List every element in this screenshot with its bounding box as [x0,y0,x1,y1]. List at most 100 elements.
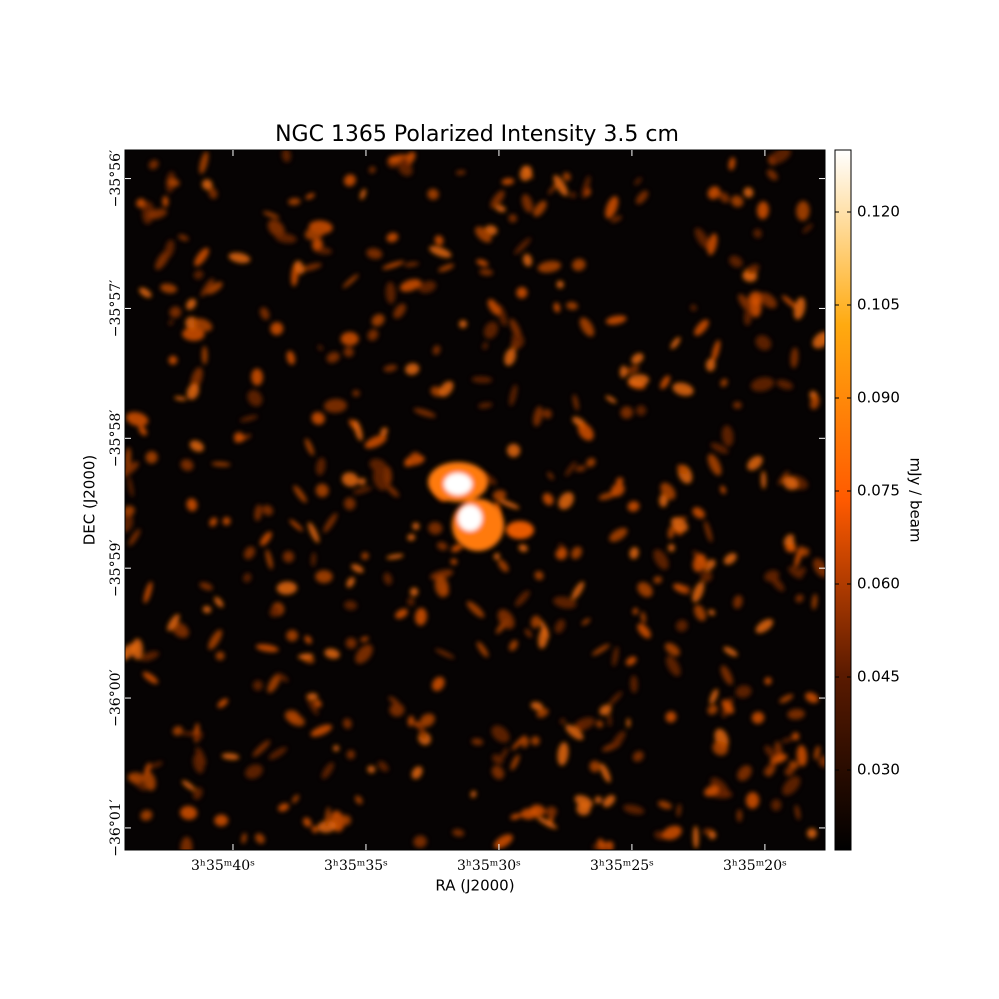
noise-blob [707,704,718,715]
noise-blob [407,597,415,606]
noise-blob [326,352,340,363]
noise-blob [707,233,718,256]
noise-blob [452,829,465,837]
noise-blob [168,319,174,326]
noise-blob [169,306,182,318]
noise-blob [664,642,680,656]
noise-blob [802,223,813,234]
noise-blob [547,472,554,480]
noise-blob [542,409,552,419]
noise-blob [208,629,223,650]
noise-blob [500,747,509,760]
noise-blob [386,484,400,498]
noise-blob [794,545,803,568]
noise-blob [704,785,719,797]
noise-blob [755,335,772,351]
noise-blob [470,790,477,798]
noise-blob [265,549,273,570]
noise-blob [182,327,205,341]
noise-blob [136,198,146,208]
noise-blob [558,492,574,510]
noise-blob [627,501,640,512]
colorbar-tick-label: 0.045 [857,668,900,686]
noise-blob [723,553,737,565]
noise-blob [705,358,716,372]
noise-blob [361,552,369,560]
noise-blob [704,559,716,571]
noise-blob [355,644,373,664]
noise-blob [385,281,396,304]
noise-blob [343,346,354,358]
noise-blob [286,629,298,642]
y-tick-label: −36°01′ [108,799,124,857]
noise-blob [430,386,443,397]
noise-blob [571,581,585,600]
noise-blob [369,458,388,473]
x-tick-label: 3ʰ35ᵐ35ˢ [324,858,388,874]
noise-blob [194,733,202,741]
noise-blob [629,547,639,560]
noise-blob [276,673,289,682]
noise-blob [504,348,516,366]
noise-blob [284,710,300,723]
noise-blob [640,611,646,624]
noise-blob [511,332,525,348]
noise-blob [781,295,797,309]
noise-blob [771,799,782,811]
noise-blob [712,740,728,756]
noise-blob [692,825,699,849]
noise-blob [721,425,734,447]
noise-blob [377,761,389,772]
noise-blob [745,792,760,809]
noise-blob [281,150,291,163]
noise-blob [721,699,735,714]
central-source [428,462,534,551]
noise-blob [495,205,506,213]
noise-blob [707,453,722,476]
noise-blob [510,813,522,820]
noise-blob [592,844,613,850]
noise-blob [676,803,682,817]
noise-blob [700,570,713,583]
noise-blob [492,489,507,501]
noise-blob [720,665,733,685]
noise-blob [435,648,455,659]
noise-blob [514,237,531,255]
noise-blob [733,595,743,609]
noise-blob [202,605,212,614]
noise-blob [278,803,290,812]
noise-blob [657,800,672,810]
noise-blob [750,377,775,392]
noise-blob [493,552,500,560]
noise-blob [545,806,557,818]
noise-blob [195,747,206,766]
image-texture [125,150,825,850]
noise-blob [247,390,263,407]
noise-blob [294,260,305,275]
noise-blob [609,527,628,542]
noise-blob [710,777,730,797]
noise-blob [634,177,642,186]
noise-blob [671,517,688,532]
noise-blob [555,548,568,560]
source-halo [506,521,534,539]
noise-blob [743,307,752,326]
noise-blob [510,754,520,771]
y-tick-label: −36°00′ [108,669,124,727]
noise-blob [746,263,760,275]
noise-blob [395,608,408,619]
noise-blob [694,604,706,621]
noise-blob [311,825,318,833]
noise-blob [766,169,778,181]
noise-blob [418,281,437,294]
noise-blob [662,825,682,840]
noise-blob [276,581,298,595]
noise-blob [400,156,409,166]
noise-blob [611,730,626,749]
noise-blob [354,795,363,805]
noise-blob [747,455,763,471]
noise-blob [530,615,541,629]
noise-blob [755,619,774,634]
noise-blob [743,187,754,198]
noise-blob [215,651,225,661]
